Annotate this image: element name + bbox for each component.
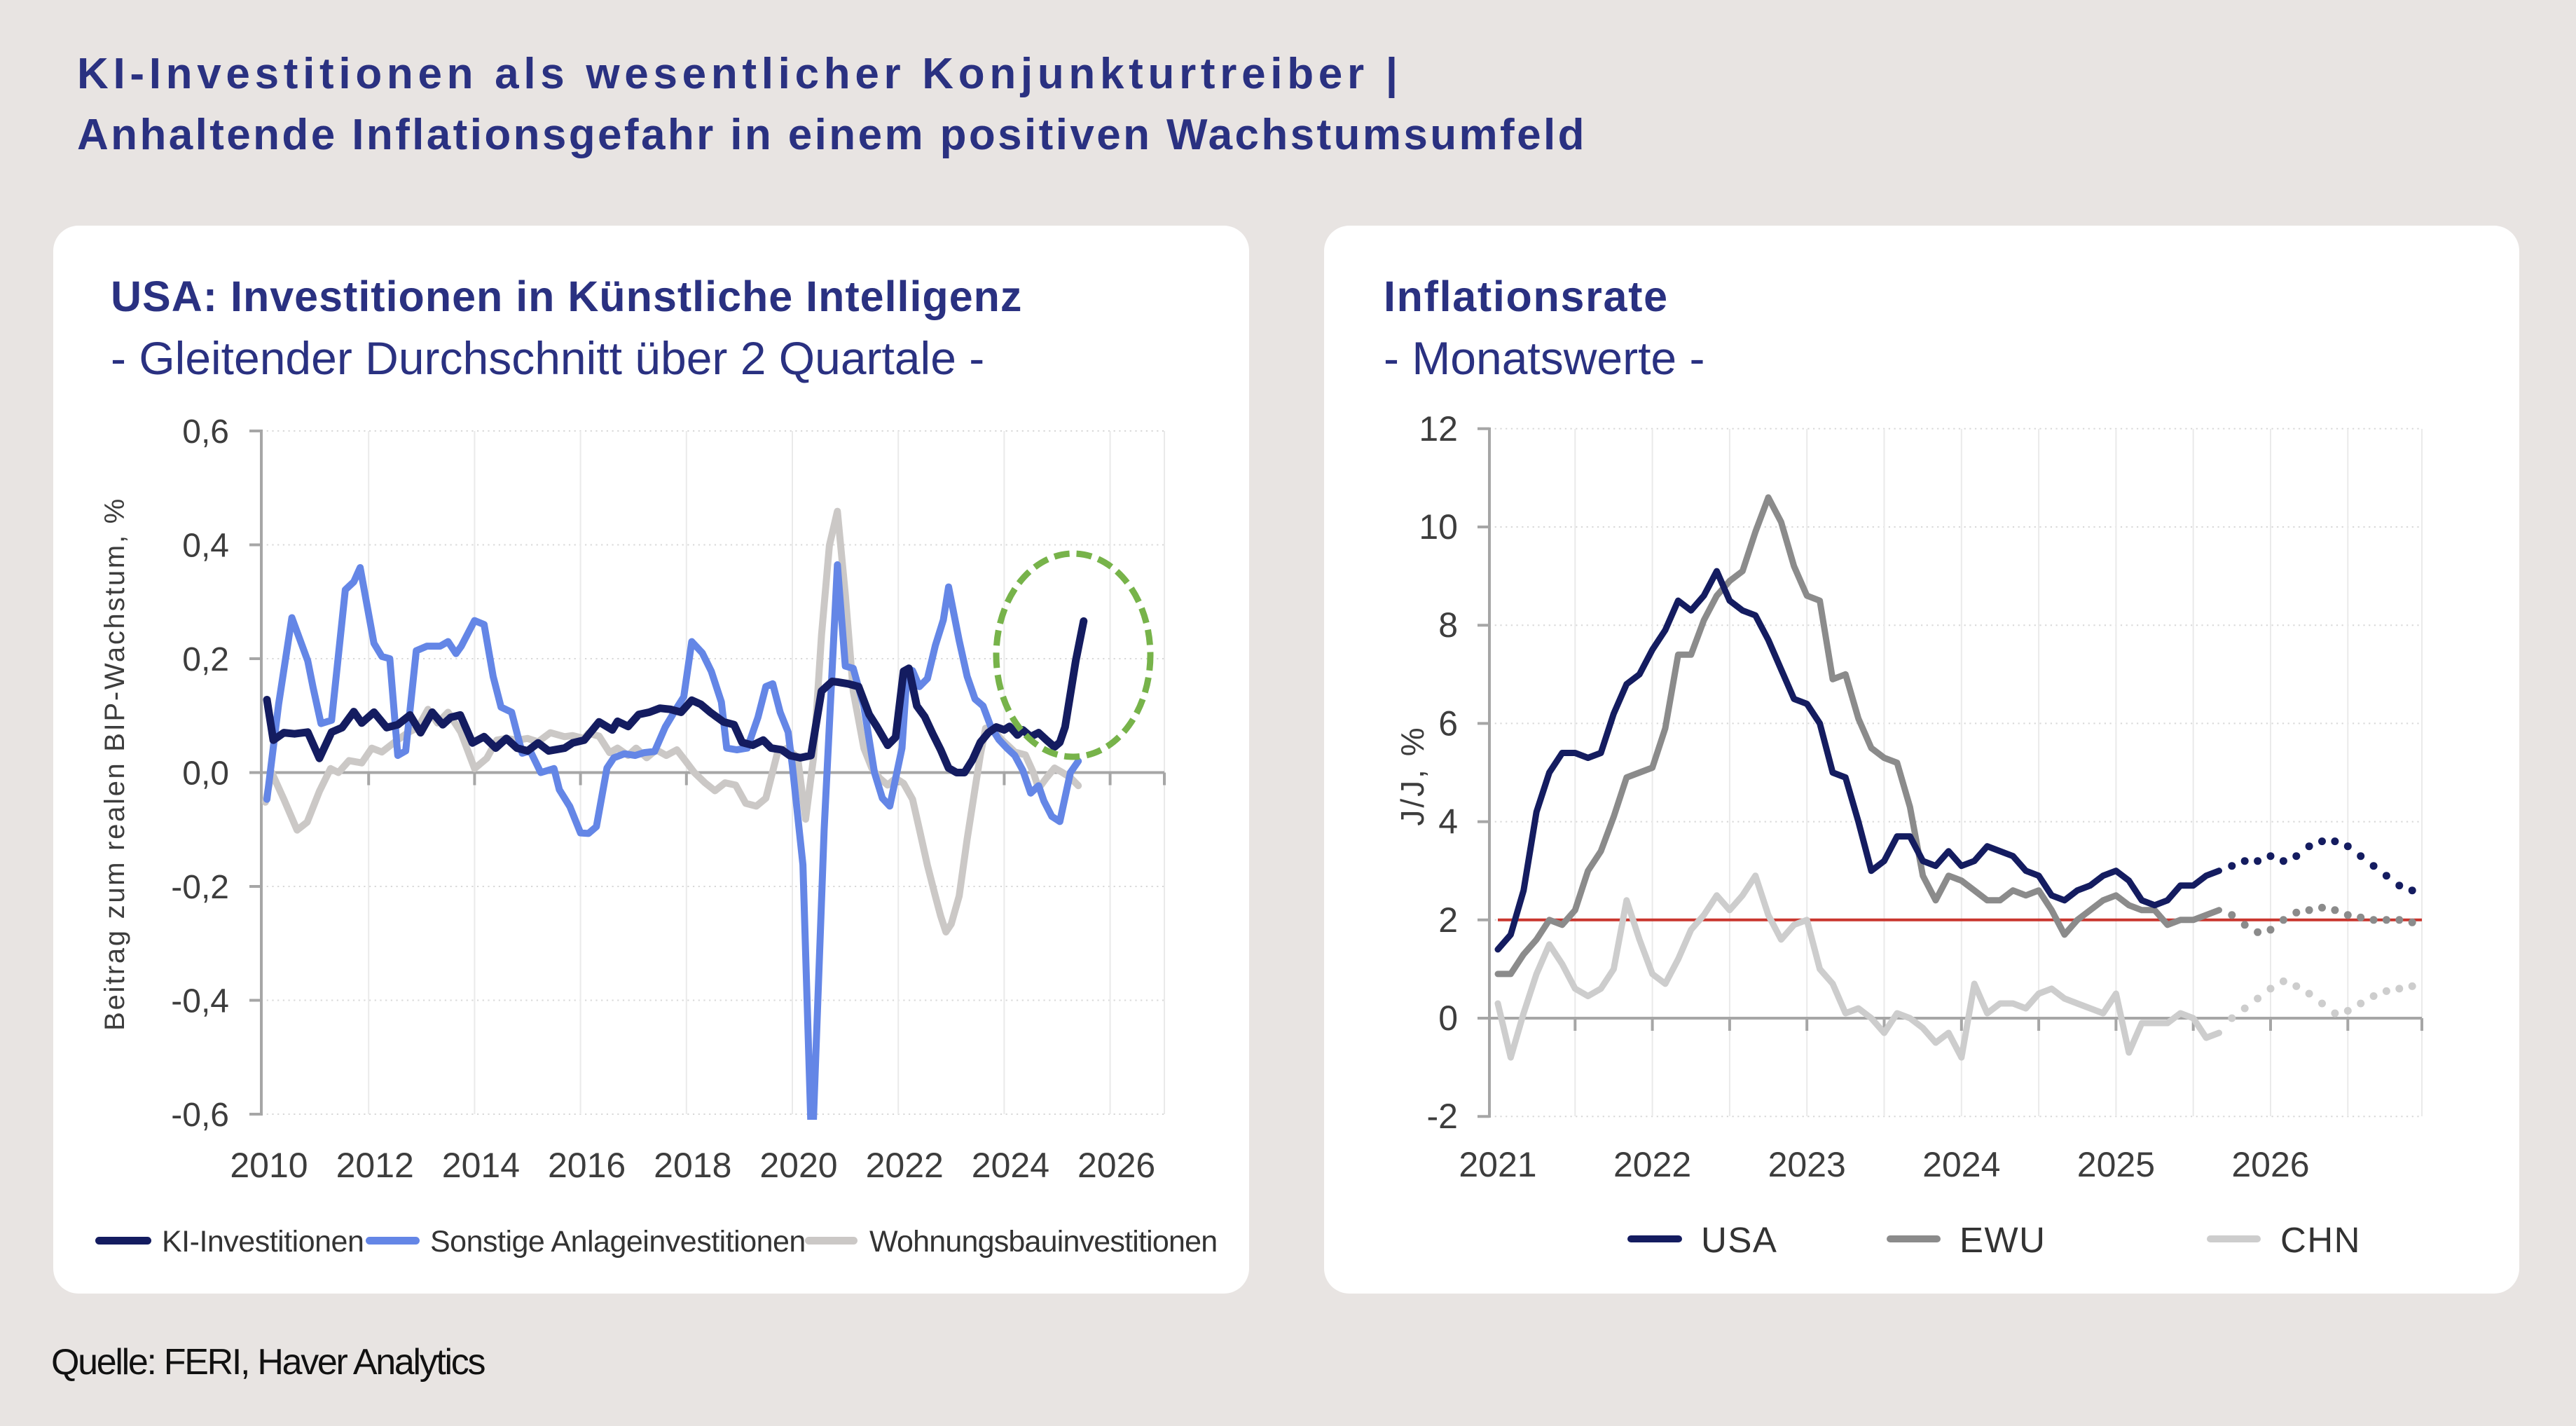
svg-text:0,0: 0,0 [182,755,229,793]
svg-text:2026: 2026 [1077,1146,1155,1185]
svg-text:2025: 2025 [2077,1145,2155,1184]
svg-text:Beitrag zum realen BIP-Wachstu: Beitrag zum realen BIP-Wachstum, % [99,497,130,1031]
svg-text:0,2: 0,2 [182,641,229,678]
svg-text:-0,6: -0,6 [171,1097,229,1134]
svg-text:2021: 2021 [1459,1145,1536,1184]
svg-text:USA: Investitionen in Künstlic: USA: Investitionen in Künstliche Intelli… [111,273,1022,320]
svg-text:2024: 2024 [1922,1145,2000,1184]
svg-text:12: 12 [1419,409,1458,448]
svg-text:2: 2 [1438,900,1458,940]
svg-text:-0,4: -0,4 [171,983,229,1020]
svg-text:2020: 2020 [759,1146,837,1185]
svg-text:Anhaltende Inflationsgefahr in: Anhaltende Inflationsgefahr in einem pos… [77,111,1587,159]
svg-text:Quelle: FERI, Haver Analytics: Quelle: FERI, Haver Analytics [51,1342,485,1383]
svg-text:4: 4 [1438,802,1458,842]
svg-text:-2: -2 [1427,1097,1458,1136]
svg-text:Sonstige Anlageinvestitionen: Sonstige Anlageinvestitionen [430,1225,806,1259]
svg-text:2014: 2014 [442,1146,520,1185]
svg-text:10: 10 [1419,507,1458,547]
svg-text:0,4: 0,4 [182,528,229,565]
svg-text:2010: 2010 [230,1146,308,1185]
svg-text:CHN: CHN [2280,1220,2361,1260]
svg-text:- Gleitender Durchschnitt über: - Gleitender Durchschnitt über 2 Quartal… [111,332,984,384]
svg-text:2016: 2016 [548,1146,626,1185]
svg-text:USA: USA [1701,1220,1777,1260]
svg-text:8: 8 [1438,605,1458,645]
svg-text:2024: 2024 [972,1146,1049,1185]
svg-text:2018: 2018 [654,1146,731,1185]
svg-text:KI-Investitionen: KI-Investitionen [162,1225,364,1259]
svg-text:KI-Investitionen als wesentlic: KI-Investitionen als wesentlicher Konjun… [77,50,1403,99]
svg-text:J/J, %: J/J, % [1394,725,1431,825]
svg-text:2026: 2026 [2231,1145,2309,1184]
svg-text:Wohnungsbauinvestitionen: Wohnungsbauinvestitionen [869,1225,1217,1259]
svg-text:6: 6 [1438,704,1458,743]
svg-text:2012: 2012 [336,1146,414,1185]
svg-text:-0,2: -0,2 [171,869,229,906]
svg-text:2022: 2022 [866,1146,944,1185]
svg-text:2022: 2022 [1613,1145,1691,1184]
svg-text:0: 0 [1438,999,1458,1038]
svg-text:0,6: 0,6 [182,413,229,451]
svg-text:EWU: EWU [1959,1220,2046,1260]
svg-text:- Monatswerte -: - Monatswerte - [1384,332,1704,384]
svg-text:2023: 2023 [1768,1145,1846,1184]
svg-text:Inflationsrate: Inflationsrate [1384,273,1669,320]
